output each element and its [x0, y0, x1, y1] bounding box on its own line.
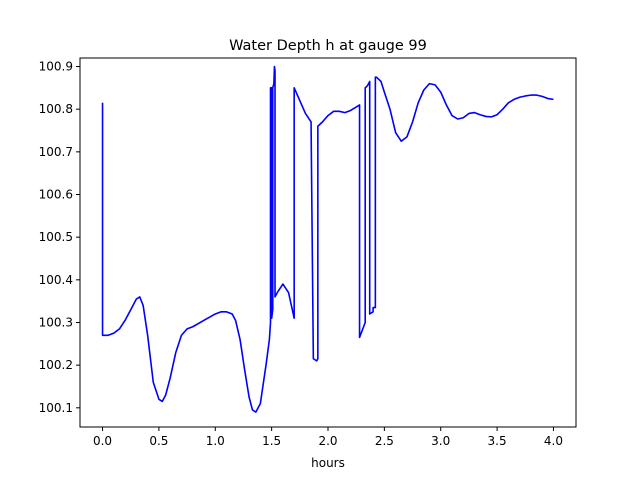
x-tick-label: 2.5 — [375, 434, 394, 448]
x-tick-label: 1.5 — [262, 434, 281, 448]
chart-title: Water Depth h at gauge 99 — [229, 38, 427, 54]
y-tick-label: 100.1 — [39, 401, 73, 415]
series-group — [101, 65, 554, 413]
y-tick-label: 100.8 — [39, 102, 73, 116]
y-tick-label: 100.2 — [39, 358, 73, 372]
x-tick-label: 2.0 — [318, 434, 337, 448]
series-line — [101, 65, 554, 413]
x-tick-label: 1.0 — [206, 434, 225, 448]
plot-area: 0.0 0.5 1.0 1.5 2.0 2.5 3.0 3.5 4.0 100.1100.210… — [39, 57, 577, 448]
y-tick-label: 100.7 — [39, 145, 73, 159]
y-axis: 100.1 100.2 100.3 100.4 100.5 100.6 100.7 100.8… — [39, 60, 80, 415]
x-tick-label: 3.5 — [488, 434, 507, 448]
x-axis-label: hours — [311, 456, 345, 470]
x-tick-label: 0.5 — [149, 434, 168, 448]
x-axis: 0.0 0.5 1.0 1.5 2.0 2.5 3.0 3.5 4.0 — [93, 427, 563, 448]
y-tick-label: 100.6 — [39, 188, 73, 202]
x-tick-label: 0.0 — [93, 434, 112, 448]
y-tick-label: 100.3 — [39, 315, 73, 329]
x-tick-label: 4.0 — [544, 434, 563, 448]
x-tick-label: 3.0 — [431, 434, 450, 448]
y-tick-label: 100.5 — [39, 230, 73, 244]
y-tick-label: 100.4 — [39, 273, 73, 287]
y-tick-label: 100.9 — [39, 60, 73, 74]
